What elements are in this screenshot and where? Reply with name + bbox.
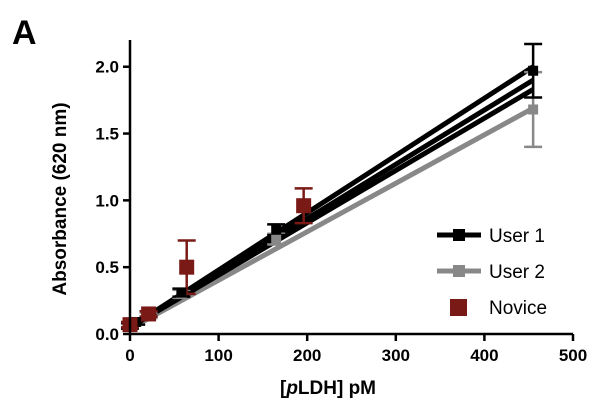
data-point-novice bbox=[141, 306, 157, 322]
y-tick-label: 0.0 bbox=[95, 325, 119, 344]
error-bars bbox=[121, 42, 543, 330]
fit-lines bbox=[128, 64, 535, 331]
y-axis-ticks: 0.0 0.5 1.0 1.5 2.0 bbox=[95, 58, 130, 344]
data-point-user-1 bbox=[271, 224, 282, 235]
data-point-novice bbox=[179, 259, 195, 275]
x-axis-title-prefix: [ bbox=[280, 378, 287, 399]
legend-marker-user-1 bbox=[453, 229, 465, 241]
plot-area bbox=[121, 42, 543, 333]
data-point-user-1 bbox=[176, 287, 187, 298]
x-axis-title-suffix: LDH] pM bbox=[298, 378, 376, 399]
y-axis-title: Absorbance (620 nm) bbox=[50, 102, 71, 295]
fit-line-user-1 bbox=[128, 87, 535, 330]
legend-label-novice: Novice bbox=[489, 298, 547, 319]
x-tick-label: 500 bbox=[559, 346, 587, 365]
y-tick-label: 1.0 bbox=[95, 191, 119, 210]
axes: 0 100 200 300 400 500 0.0 0.5 1.0 1.5 2.0 bbox=[95, 40, 587, 365]
x-axis-title-italic: p bbox=[285, 378, 298, 399]
legend: User 1 User 2 Novice bbox=[437, 226, 547, 319]
data-markers bbox=[122, 65, 539, 333]
x-tick-label: 0 bbox=[125, 346, 134, 365]
data-point-user-2 bbox=[528, 104, 539, 115]
y-tick-label: 1.5 bbox=[95, 125, 119, 144]
data-point-user-2 bbox=[271, 234, 282, 245]
x-tick-label: 100 bbox=[204, 346, 232, 365]
x-tick-label: 400 bbox=[470, 346, 498, 365]
y-tick-label: 0.5 bbox=[95, 258, 119, 277]
y-tick-label: 2.0 bbox=[95, 58, 119, 77]
legend-swatch-novice bbox=[450, 299, 467, 316]
x-axis-ticks: 0 100 200 300 400 500 bbox=[125, 334, 587, 365]
legend-marker-user-2 bbox=[453, 265, 465, 277]
fit-line-user-2 bbox=[128, 105, 535, 331]
x-tick-label: 200 bbox=[293, 346, 321, 365]
panel-label: A bbox=[12, 14, 37, 52]
x-axis-title: [pLDH] pM bbox=[280, 378, 376, 399]
legend-label-user-1: User 1 bbox=[489, 226, 545, 247]
x-tick-label: 300 bbox=[382, 346, 410, 365]
legend-label-user-2: User 2 bbox=[489, 262, 545, 283]
data-point-user-1 bbox=[528, 65, 539, 76]
data-point-novice bbox=[296, 198, 312, 214]
